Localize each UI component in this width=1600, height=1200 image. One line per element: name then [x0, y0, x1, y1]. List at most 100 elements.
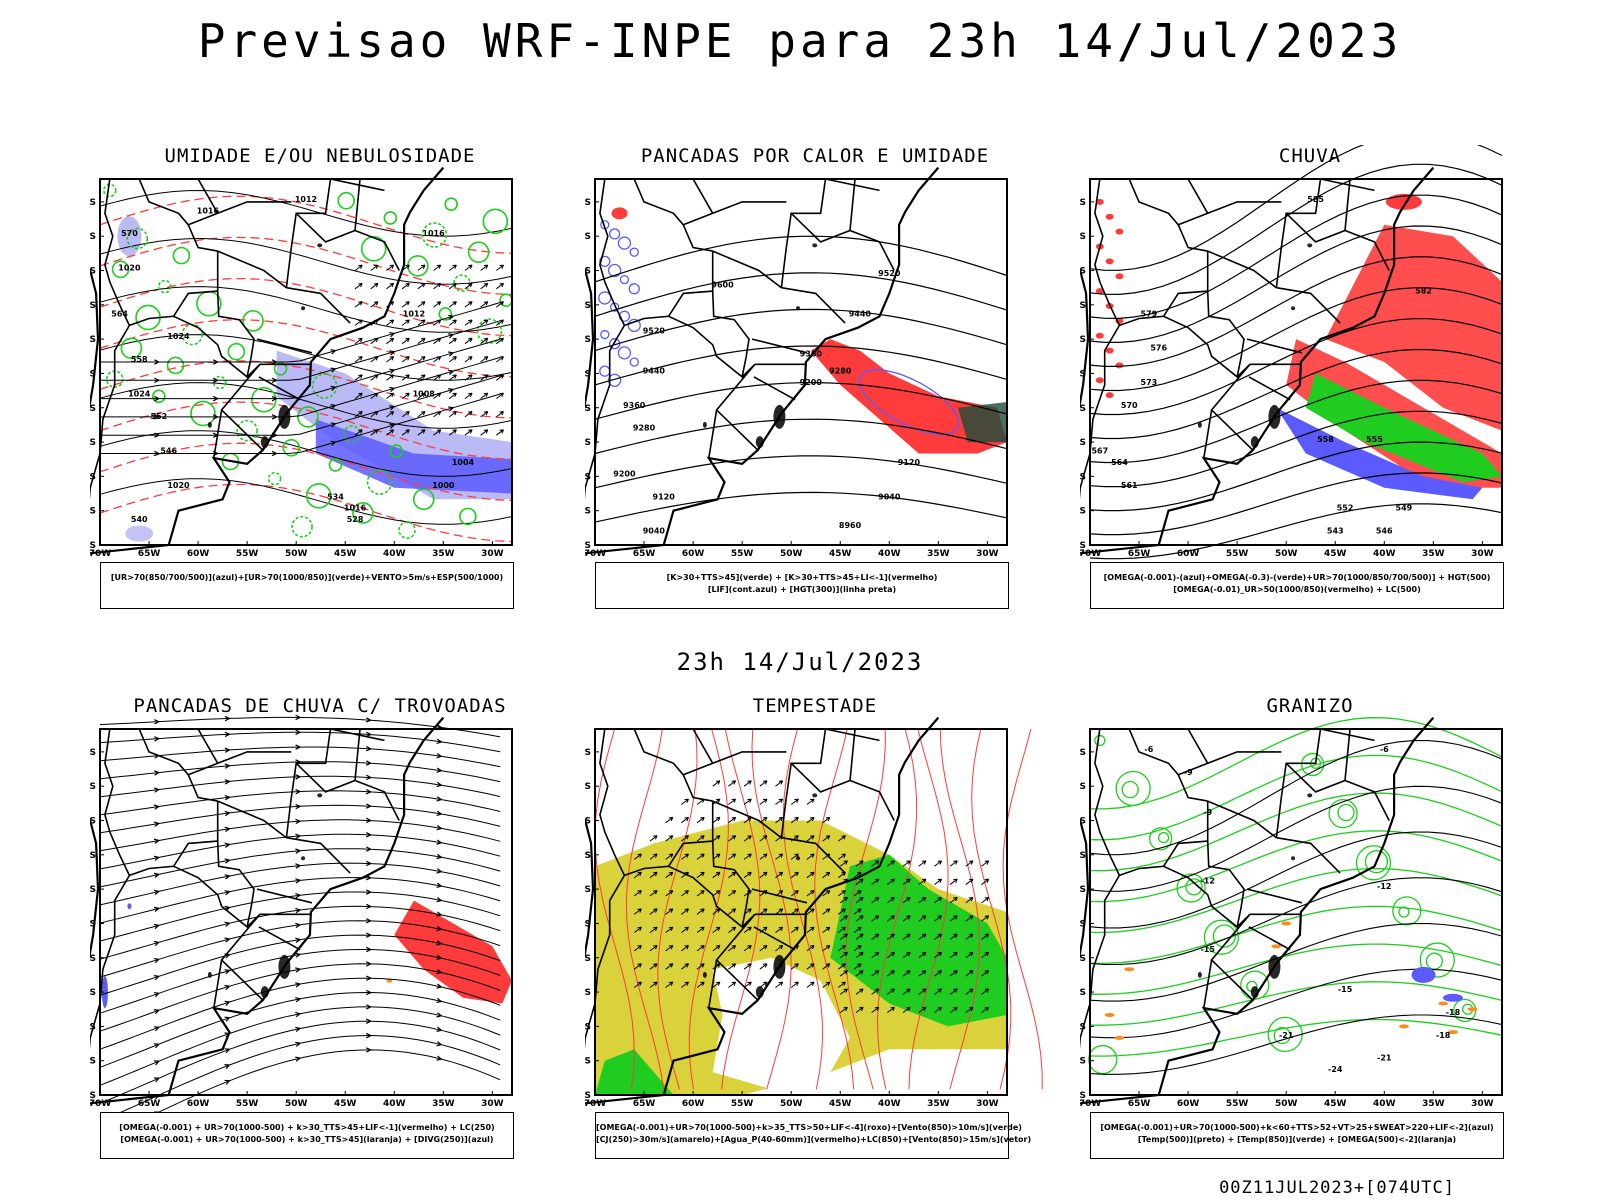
wind-vector	[934, 933, 943, 940]
map-layer: 1016 1012 1016 1020 1024 1024 1020 1016 1012 1008…	[90, 166, 513, 555]
panel-chuva: CHUVA 585 582 579 576 573 570 567 564 561 558 555 5…	[1080, 145, 1560, 625]
humidity-low-contour	[343, 425, 361, 443]
wind-vector	[839, 951, 848, 959]
lat-tick-label: 39S	[585, 507, 591, 517]
hgt500-contour	[1089, 145, 1503, 271]
streamline-arrow	[436, 925, 442, 932]
country-border	[173, 841, 255, 929]
streamline-arrow	[436, 753, 442, 759]
lat-tick-label: 12S	[1080, 748, 1086, 758]
lon-tick-label: 70W	[585, 549, 606, 559]
wind-vector	[696, 871, 705, 879]
wind-vector	[839, 896, 848, 904]
lon-tick-label: 65W	[138, 549, 161, 559]
wind-vector	[370, 337, 379, 345]
wind-vector	[649, 853, 658, 860]
streamline-arrow	[365, 975, 372, 981]
lat-tick-label: 27S	[90, 919, 96, 929]
wind-vector	[902, 933, 911, 940]
wind-vector	[855, 951, 864, 959]
isobar	[99, 286, 513, 333]
legend-line: [OMEGA(-0.001)+UR>70(1000-500)+k<60+TTS>…	[1100, 1123, 1494, 1132]
lon-tick-label: 30W	[1471, 549, 1494, 559]
map-plot: 9600 9520 9520 9440 9440 9360 9360 9280 9280 9200…	[585, 166, 1008, 559]
lat-tick-label: 36S	[1080, 472, 1086, 482]
lat-tick-label: 30S	[1080, 954, 1086, 964]
wind-vector	[433, 264, 442, 271]
omega-area	[1124, 967, 1135, 972]
wind-vector	[496, 301, 504, 308]
streamline-arrow	[365, 918, 372, 924]
contour-label: 1024	[167, 332, 190, 341]
lat-tick-label: 39S	[1080, 507, 1086, 517]
wind-vector	[417, 319, 426, 326]
lake	[812, 793, 818, 798]
humidity-low-contour	[251, 386, 277, 413]
lat-tick-label: 36S	[90, 472, 96, 482]
lon-tick-label: 45W	[829, 549, 852, 559]
wind-vector	[386, 264, 395, 271]
wind-vector	[743, 798, 752, 805]
contour-label: 1008	[413, 389, 436, 398]
country-border	[785, 728, 827, 798]
wind-vector	[806, 963, 815, 970]
humidity-shade	[125, 525, 154, 542]
lat-tick-label: 21S	[585, 301, 591, 311]
humidity-low-contour	[438, 307, 453, 321]
contour-label: -21	[1279, 1031, 1294, 1040]
rain-area	[1115, 228, 1124, 235]
wind-vector	[934, 860, 943, 867]
lon-tick-label: 40W	[1373, 549, 1396, 559]
lat-tick-label: 12S	[1080, 198, 1086, 208]
contour-label: 1016	[422, 229, 445, 238]
hgt300-contour	[594, 345, 1008, 386]
wind-vector	[480, 374, 489, 381]
contour-label: 558	[1317, 435, 1334, 444]
wind-vector	[480, 429, 489, 436]
wind-vector	[354, 356, 363, 363]
contour-label: 9600	[711, 281, 734, 290]
humidity-low-contour	[103, 183, 117, 198]
wind-vector	[433, 411, 442, 418]
hgt500-contour	[1089, 503, 1503, 560]
legend-line: [CJ(250)>30m/s](amarelo)+[Agua_P(40-60mm…	[596, 1135, 1032, 1144]
streamline-arrow	[436, 1055, 442, 1061]
wind-vector	[853, 944, 862, 952]
country-border	[780, 797, 788, 838]
wind-vector	[871, 1006, 880, 1014]
streamline-arrow	[153, 957, 160, 964]
wind-vector	[464, 319, 473, 326]
lon-tick-label: 35W	[432, 1099, 455, 1109]
omega-area	[1114, 1035, 1125, 1040]
hgt500-contour	[1089, 225, 1503, 343]
wind-vector	[649, 835, 658, 842]
lat-tick-label: 27S	[1080, 919, 1086, 929]
lake	[317, 243, 323, 248]
wind-vector	[837, 963, 846, 970]
lake	[1250, 436, 1259, 449]
wind-vector	[981, 1006, 990, 1014]
humidity-low-contour	[352, 502, 374, 524]
temp850-contour	[1301, 752, 1325, 777]
rain-area	[1095, 198, 1104, 205]
lat-tick-label: 36S	[585, 1022, 591, 1032]
streamline-850	[876, 728, 918, 1090]
lif-contour	[629, 357, 639, 367]
wind-vector	[759, 963, 768, 970]
wind-vector	[981, 951, 990, 959]
wind-vector	[837, 853, 846, 860]
wind-vector	[354, 282, 363, 290]
wind-vector	[712, 890, 721, 897]
wind-vector	[370, 429, 379, 436]
humidity-low-contour	[476, 318, 503, 344]
wind-vector	[887, 896, 895, 904]
wind-vector	[839, 933, 848, 940]
country-border	[1163, 841, 1245, 929]
wind-vector	[871, 860, 880, 867]
wind-vector	[822, 963, 831, 970]
panel-pancadas-calor: PANCADAS POR CALOR E UMIDADE 9600 9520 952…	[585, 145, 1065, 625]
wind-vector	[448, 264, 457, 271]
contour-label: 1020	[118, 264, 141, 273]
humidity-low-contour	[459, 507, 477, 526]
country-border	[256, 338, 313, 354]
